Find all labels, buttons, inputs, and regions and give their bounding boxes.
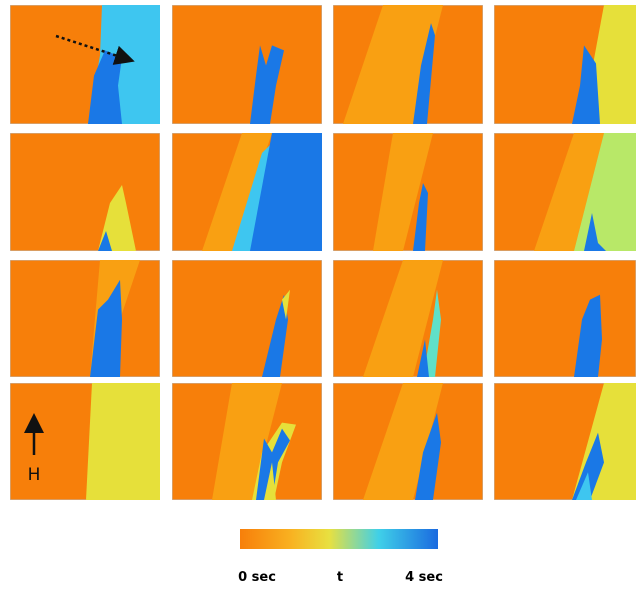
panel-background [10, 260, 160, 377]
domain-panel [172, 5, 322, 124]
domain-panel [333, 133, 483, 251]
panel-background [10, 133, 160, 251]
colorbar [240, 529, 438, 549]
domain-panel [494, 260, 636, 377]
panel-background [172, 5, 322, 124]
panel-background [172, 260, 322, 377]
page: 0 sec t 4 sec H (() => { const data = JS… [0, 0, 636, 589]
domain-region [86, 383, 160, 500]
domain-panel [10, 133, 160, 251]
panel-background [494, 260, 636, 377]
domain-panel [333, 260, 483, 377]
domain-panel [10, 5, 160, 124]
panel-grid [10, 5, 636, 500]
colorbar-mid-label: t [337, 570, 343, 585]
colorbar-start-label: 0 sec [238, 570, 276, 585]
domain-panel [172, 383, 322, 500]
field-label: H [28, 465, 41, 485]
domain-panel [494, 133, 636, 251]
domain-panel [494, 383, 636, 500]
domain-panel [10, 260, 160, 377]
domain-panel [333, 383, 483, 500]
colorbar-end-label: 4 sec [405, 570, 443, 585]
domain-panel [172, 133, 322, 251]
domain-panel [333, 5, 483, 124]
figure: 0 sec t 4 sec H [0, 0, 636, 589]
domain-panel [494, 5, 636, 124]
domain-panel [172, 260, 322, 377]
